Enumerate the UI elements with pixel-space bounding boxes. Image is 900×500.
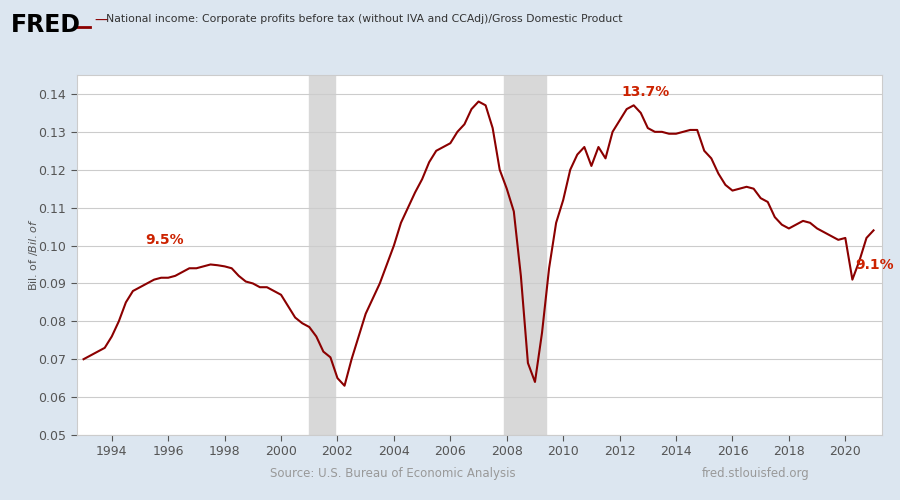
Text: 13.7%: 13.7% [621,85,670,99]
Text: Source: U.S. Bureau of Economic Analysis: Source: U.S. Bureau of Economic Analysis [270,467,516,480]
Y-axis label: Bil. of $/Bil. of $: Bil. of $/Bil. of $ [27,218,40,292]
Text: National income: Corporate profits before tax (without IVA and CCAdj)/Gross Dome: National income: Corporate profits befor… [106,14,623,24]
Text: 9.1%: 9.1% [855,258,894,272]
Bar [504,75,546,435]
Bar [310,75,335,435]
Text: 9.5%: 9.5% [146,232,184,246]
Text: FRED: FRED [11,12,81,36]
Text: fred.stlouisfed.org: fred.stlouisfed.org [702,467,810,480]
Text: —: — [94,14,108,28]
